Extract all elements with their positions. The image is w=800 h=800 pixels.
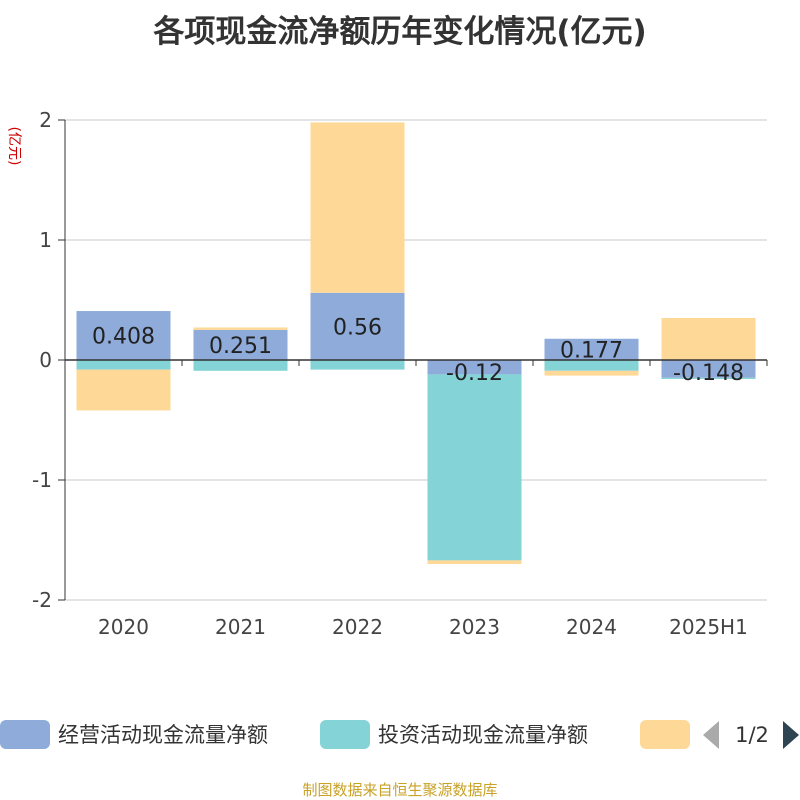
- bar-series3: [76, 369, 171, 411]
- y-axis-label: (亿元): [6, 127, 22, 166]
- data-label: 0.408: [92, 325, 155, 350]
- legend-label[interactable]: 经营活动现金流量净额: [58, 723, 268, 747]
- bar-series2: [544, 360, 639, 371]
- legend-swatch[interactable]: [320, 720, 370, 749]
- data-label: 0.56: [333, 315, 382, 340]
- legend-page-indicator: 1/2: [735, 723, 769, 747]
- axes: 2 1 0 -1 -2 (亿元) 2020 2021 2022 2023 2024 2025H1: [6, 108, 768, 639]
- source-note: 制图数据来自恒生聚源数据库: [302, 781, 498, 799]
- legend-label[interactable]: 投资活动现金流量净额: [378, 723, 588, 747]
- bar-series2: [427, 374, 522, 561]
- x-tick-label: 2020: [98, 615, 149, 639]
- legend: 经营活动现金流量净额 投资活动现金流量净额 1/2: [0, 720, 799, 749]
- x-tick-label: 2025H1: [669, 615, 748, 639]
- bar-series3: [193, 327, 288, 330]
- data-label: 0.177: [560, 338, 623, 363]
- bar-series3: [427, 560, 522, 564]
- bar-series1: [76, 311, 171, 360]
- bar-series2: [310, 360, 405, 370]
- chart-title: 各项现金流净额历年变化情况(亿元): [153, 14, 647, 50]
- bar-series1: [544, 338, 639, 360]
- bar-series3: [310, 122, 405, 293]
- legend-swatch[interactable]: [640, 720, 690, 749]
- x-tick-label: 2023: [449, 615, 500, 639]
- y-tick-label: -2: [32, 588, 52, 612]
- data-label: -0.148: [673, 361, 744, 386]
- bar-series1: [661, 360, 756, 378]
- legend-swatch[interactable]: [0, 720, 50, 749]
- y-tick-label: 0: [39, 348, 52, 372]
- x-tick-label: 2021: [215, 615, 266, 639]
- y-tick-label: -1: [32, 468, 52, 492]
- bars: [76, 122, 756, 564]
- y-tick-label: 1: [39, 228, 52, 252]
- data-label: 0.251: [209, 334, 272, 359]
- y-tick-label: 2: [39, 108, 52, 132]
- bar-series1: [310, 292, 405, 360]
- bar-series3: [544, 370, 639, 376]
- x-tick-label: 2024: [566, 615, 617, 639]
- bar-series1: [193, 329, 288, 360]
- bar-series3: [661, 318, 756, 360]
- x-tick-label: 2022: [332, 615, 383, 639]
- legend-next-icon[interactable]: [783, 721, 799, 749]
- data-label: -0.12: [446, 361, 503, 386]
- bar-series2: [193, 360, 288, 371]
- bar-series2: [76, 360, 171, 370]
- bar-series1: [427, 360, 522, 375]
- bar-series2: [661, 377, 756, 379]
- data-labels: 0.408 0.251 0.56 -0.12 0.177 -0.148: [92, 315, 744, 386]
- legend-prev-icon[interactable]: [703, 721, 719, 749]
